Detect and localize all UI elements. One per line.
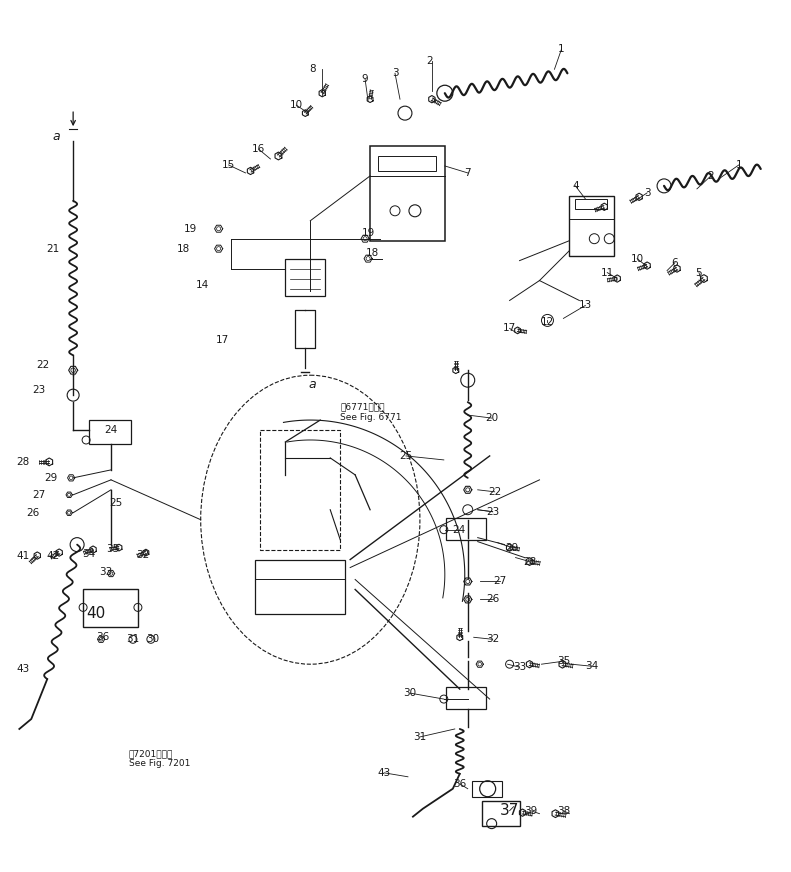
Text: 39: 39 xyxy=(524,806,537,815)
Text: 30: 30 xyxy=(403,688,417,698)
Text: 7: 7 xyxy=(464,168,471,178)
Text: 第6771図参照
See Fig. 6771: 第6771図参照 See Fig. 6771 xyxy=(340,402,402,421)
Text: 22: 22 xyxy=(36,360,50,371)
Text: 19: 19 xyxy=(184,224,197,234)
Bar xyxy=(255,560,345,615)
Text: 8: 8 xyxy=(309,65,316,74)
Bar xyxy=(471,780,501,797)
Text: 34: 34 xyxy=(585,661,598,671)
Bar xyxy=(482,800,520,826)
Text: 31: 31 xyxy=(127,634,139,644)
Text: 19: 19 xyxy=(361,228,375,238)
Text: 23: 23 xyxy=(486,507,499,517)
Text: 30: 30 xyxy=(146,634,160,644)
Text: 36: 36 xyxy=(97,632,110,643)
Text: 1: 1 xyxy=(736,160,742,170)
Text: 第7201図参照
See Fig. 7201: 第7201図参照 See Fig. 7201 xyxy=(129,749,191,768)
Bar xyxy=(570,196,615,255)
Text: 10: 10 xyxy=(290,100,303,110)
Text: 24: 24 xyxy=(452,525,465,535)
Text: 1: 1 xyxy=(558,44,565,54)
Text: 14: 14 xyxy=(196,280,210,290)
Text: 15: 15 xyxy=(222,160,235,170)
Text: 2: 2 xyxy=(708,171,714,181)
Text: 4: 4 xyxy=(572,181,579,191)
Text: a: a xyxy=(308,378,316,391)
Bar xyxy=(83,589,138,627)
Text: 26: 26 xyxy=(27,508,40,518)
Bar xyxy=(446,687,486,709)
Text: 32: 32 xyxy=(486,634,499,644)
Bar xyxy=(378,156,436,171)
Text: 37: 37 xyxy=(500,803,519,818)
Text: 25: 25 xyxy=(399,451,413,461)
Text: 40: 40 xyxy=(86,606,106,621)
Text: 11: 11 xyxy=(600,268,614,277)
Text: 22: 22 xyxy=(488,487,501,497)
Text: 43: 43 xyxy=(377,768,391,778)
Text: 32: 32 xyxy=(136,549,149,560)
Text: 36: 36 xyxy=(453,779,467,789)
Text: 3: 3 xyxy=(644,187,650,198)
Text: 38: 38 xyxy=(557,806,570,815)
Text: 5: 5 xyxy=(695,268,702,277)
Text: 16: 16 xyxy=(252,144,265,154)
Text: 2: 2 xyxy=(426,57,433,66)
Text: 33: 33 xyxy=(100,567,112,576)
Text: 41: 41 xyxy=(17,550,30,561)
Text: 31: 31 xyxy=(413,732,426,742)
Text: 6: 6 xyxy=(672,257,679,268)
Text: 29: 29 xyxy=(44,473,58,483)
Text: 23: 23 xyxy=(32,385,46,395)
Text: 13: 13 xyxy=(579,301,592,310)
Text: 9: 9 xyxy=(361,74,369,85)
Text: 3: 3 xyxy=(392,68,399,78)
Text: 18: 18 xyxy=(365,248,379,257)
Text: 42: 42 xyxy=(47,550,60,561)
Bar xyxy=(370,146,445,241)
Text: 28: 28 xyxy=(17,457,30,467)
Bar xyxy=(575,199,607,208)
Text: 28: 28 xyxy=(523,556,536,567)
Text: 26: 26 xyxy=(486,595,499,604)
Text: 12: 12 xyxy=(541,317,554,327)
Text: 27: 27 xyxy=(493,576,506,587)
Text: 33: 33 xyxy=(513,662,526,672)
Text: 18: 18 xyxy=(177,243,191,254)
Text: 35: 35 xyxy=(106,543,119,554)
Text: 43: 43 xyxy=(17,664,30,674)
Text: 34: 34 xyxy=(82,548,96,559)
Text: 21: 21 xyxy=(47,243,60,254)
Bar xyxy=(286,259,325,296)
Text: 35: 35 xyxy=(557,657,570,666)
Text: 10: 10 xyxy=(630,254,644,263)
Text: 24: 24 xyxy=(104,425,118,435)
Text: 27: 27 xyxy=(32,490,46,500)
Text: 25: 25 xyxy=(109,498,123,508)
Text: a: a xyxy=(52,130,60,142)
Text: 20: 20 xyxy=(485,413,498,423)
Bar xyxy=(89,420,131,444)
Text: 17: 17 xyxy=(216,336,229,345)
Bar xyxy=(446,518,486,540)
Text: 29: 29 xyxy=(505,542,518,553)
Text: 17: 17 xyxy=(503,324,517,333)
